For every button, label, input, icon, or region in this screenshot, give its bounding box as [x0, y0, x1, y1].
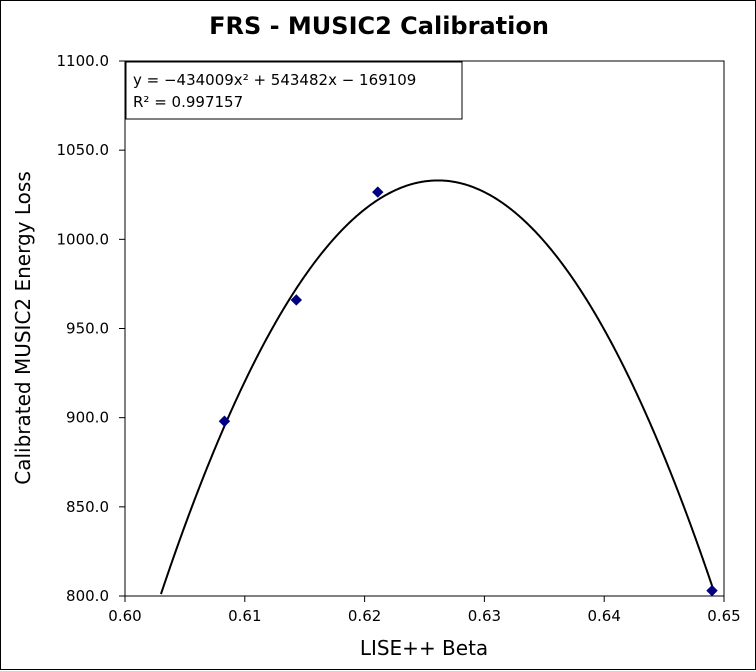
trendline-equation: y = −434009x² + 543482x − 169109 [133, 71, 416, 89]
y-tick-label: 1000.0 [57, 230, 110, 248]
y-tick-label: 950.0 [66, 320, 109, 338]
y-axis: 800.0 850.0 900.0 950.0 1000.0 1050.0 1100.0 [57, 52, 125, 605]
y-tick-label: 800.0 [66, 587, 109, 605]
y-axis-label: Calibrated MUSIC2 Energy Loss [11, 171, 35, 485]
x-axis: 0.60 0.61 0.62 0.63 0.64 0.65 [108, 596, 741, 625]
x-tick-label: 0.61 [228, 607, 261, 625]
x-tick-label: 0.64 [587, 607, 620, 625]
y-tick-label: 900.0 [66, 409, 109, 427]
plot-area [124, 60, 725, 597]
x-tick-label: 0.63 [468, 607, 501, 625]
x-tick-label: 0.60 [108, 607, 141, 625]
data-point [218, 415, 231, 427]
data-point [372, 186, 384, 198]
y-tick-label: 1050.0 [57, 141, 110, 159]
chart-title: FRS - MUSIC2 Calibration [209, 12, 549, 40]
y-tick-label: 1100.0 [57, 52, 110, 70]
y-tick-label: 850.0 [66, 498, 109, 516]
trendline-curve [159, 179, 716, 595]
trendline-r-squared: R² = 0.997157 [133, 93, 243, 111]
data-point [290, 294, 303, 306]
data-points [218, 186, 718, 597]
x-tick-label: 0.62 [348, 607, 381, 625]
equation-box [125, 61, 463, 120]
x-tick-label: 0.65 [707, 607, 740, 625]
data-point [706, 584, 718, 597]
x-axis-label: LISE++ Beta [360, 636, 488, 660]
